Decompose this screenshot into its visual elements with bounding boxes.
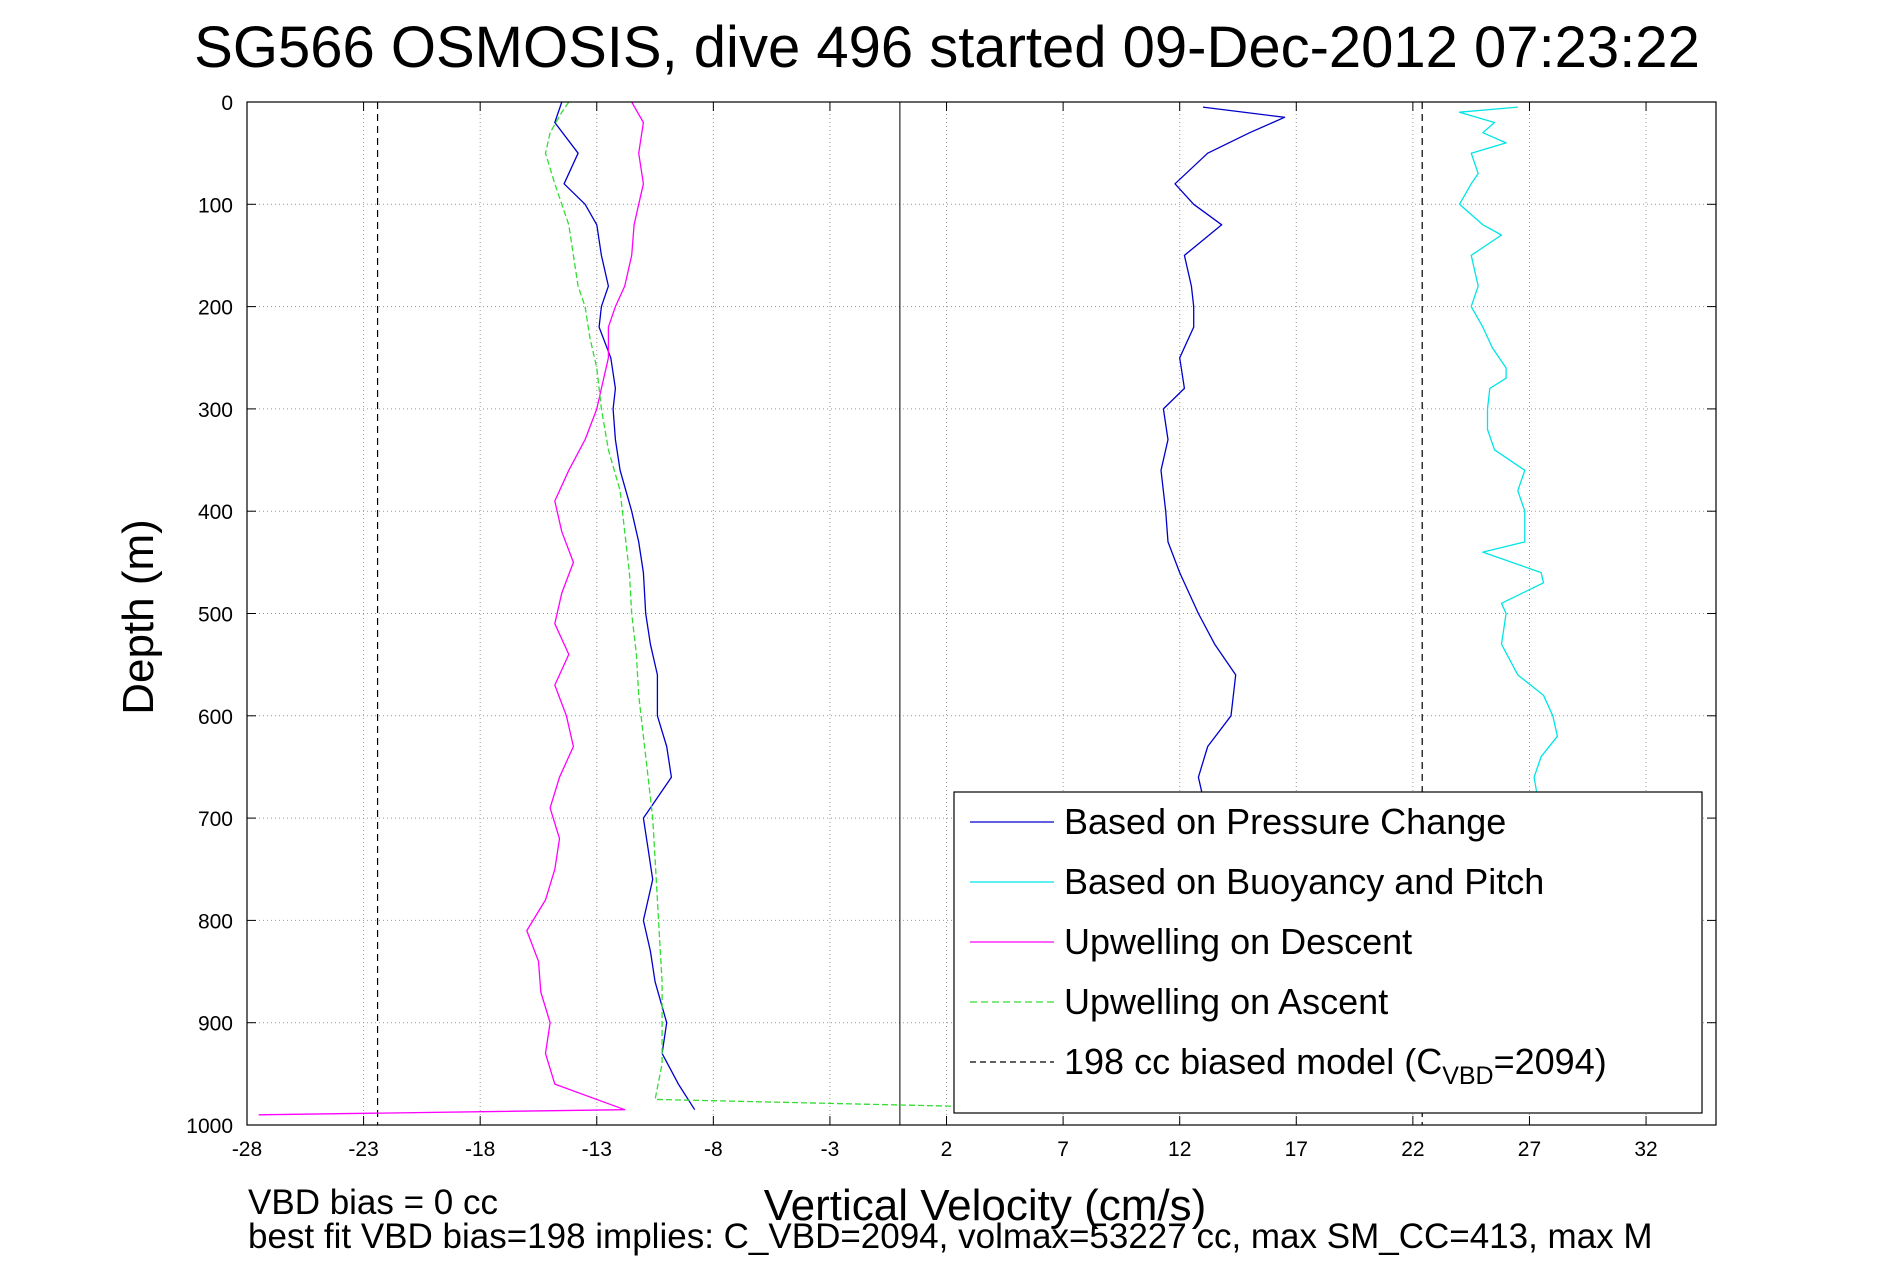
x-tick-label: -18 [465, 1138, 495, 1161]
chart-title: SG566 OSMOSIS, dive 496 started 09-Dec-2… [194, 15, 1700, 80]
y-tick-label: 1000 [186, 1115, 233, 1138]
best-fit-note: best fit VBD bias=198 implies: C_VBD=209… [248, 1217, 1653, 1256]
y-tick-label: 900 [198, 1013, 233, 1036]
legend-label-pressure: Based on Pressure Change [1064, 801, 1506, 842]
plot-frame [246, 101, 1717, 1126]
x-tick-label: -23 [348, 1138, 378, 1161]
y-tick-label: 700 [198, 808, 233, 831]
legend: Based on Pressure Change Based on Buoyan… [953, 791, 1703, 1114]
x-tick-label: 27 [1518, 1138, 1541, 1161]
legend-label-model: 198 cc biased model (CVBD=2094) [1064, 1041, 1607, 1090]
x-tick-label: -8 [704, 1138, 723, 1161]
axis-ticks: -28 -23 -18 -13 -8 -3 2 7 12 17 22 27 32010020030040… [186, 92, 1716, 1161]
x-tick-label: 12 [1168, 1138, 1191, 1161]
x-tick-label: 2 [941, 1138, 953, 1161]
x-tick-label: 22 [1401, 1138, 1424, 1161]
y-tick-label: 800 [198, 910, 233, 933]
y-tick-label: 200 [198, 297, 233, 320]
legend-model-subscript: VBD [1442, 1062, 1493, 1090]
x-tick-label: 32 [1634, 1138, 1657, 1161]
x-tick-label: -3 [821, 1138, 840, 1161]
x-tick-label: 17 [1285, 1138, 1308, 1161]
legend-label-ascent: Upwelling on Ascent [1064, 981, 1388, 1022]
legend-label-buoyancy: Based on Buoyancy and Pitch [1064, 861, 1544, 902]
x-tick-label: 7 [1057, 1138, 1069, 1161]
x-tick-label: -13 [582, 1138, 612, 1161]
x-tick-label: -28 [232, 1138, 262, 1161]
y-tick-label: 600 [198, 706, 233, 729]
legend-model-prefix: 198 cc biased model (C [1064, 1041, 1442, 1082]
x-axis-label: Vertical Velocity (cm/s) [764, 1181, 1207, 1230]
legend-model-suffix: =2094) [1494, 1041, 1607, 1082]
legend-label-descent: Upwelling on Descent [1064, 921, 1412, 962]
y-tick-label: 300 [198, 399, 233, 422]
y-tick-label: 400 [198, 501, 233, 524]
series-ascent-line [544, 101, 1239, 1114]
legend-box [953, 791, 1703, 1114]
y-tick-label: 100 [198, 194, 233, 217]
vbd-bias-note: VBD bias = 0 cc [248, 1183, 498, 1222]
y-tick-label: 500 [198, 604, 233, 627]
y-tick-label: 0 [221, 92, 233, 115]
y-axis-label: Depth (m) [114, 519, 163, 715]
series-pressure-descent-line [554, 101, 696, 1111]
series-descent-line [258, 101, 645, 1116]
